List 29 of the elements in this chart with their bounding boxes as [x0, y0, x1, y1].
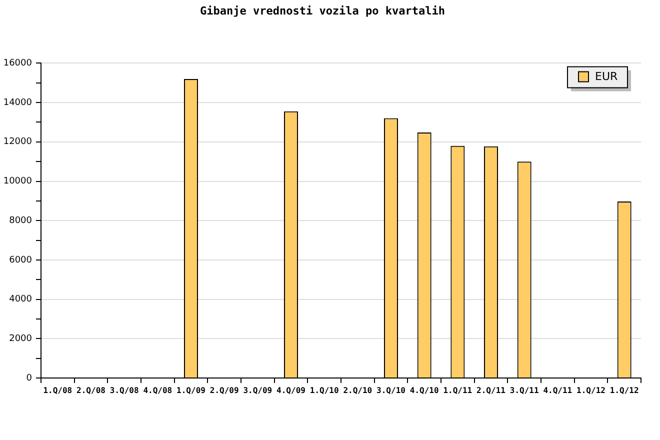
y-tick-label: 0 [26, 373, 32, 384]
x-tick-label: 3.Q/08 [110, 386, 139, 395]
x-tick-label: 4.Q/11 [543, 386, 572, 395]
y-tick-label: 2000 [9, 334, 32, 344]
x-tick-label: 1.Q/10 [310, 386, 339, 395]
legend-label: EUR [595, 70, 618, 84]
x-tick-label: 2.Q/08 [76, 386, 106, 395]
x-tick-label: 1.Q/08 [43, 386, 72, 395]
y-tick-label: 6000 [9, 255, 32, 266]
y-tick-label: 10000 [3, 176, 32, 187]
x-tick-label: 1.Q/12 [576, 386, 606, 395]
y-tick-label: 8000 [9, 216, 32, 226]
x-tick-label: 4.Q/08 [143, 386, 172, 395]
x-tick-label: 4.Q/09 [276, 386, 306, 395]
x-tick-label: 1.Q/12 [610, 386, 639, 395]
y-tick-label: 16000 [3, 58, 32, 69]
x-tick-label: 1.Q/09 [176, 386, 206, 395]
x-tick-label: 2.Q/10 [343, 386, 372, 395]
x-tick-label: 3.Q/09 [243, 386, 272, 395]
x-tick-label: 2.Q/11 [476, 386, 506, 395]
x-tick-label: 4.Q/10 [410, 386, 439, 395]
x-tick-label: 3.Q/10 [376, 386, 406, 395]
y-tick-label: 14000 [3, 98, 32, 108]
x-tick-label: 1.Q/11 [443, 386, 472, 395]
chart-title: Gibanje vrednosti vozila po kvartalih [200, 4, 446, 18]
y-tick-label: 4000 [9, 294, 32, 305]
y-tick-label: 12000 [3, 137, 32, 148]
x-tick-label: 2.Q/09 [210, 386, 239, 395]
x-tick-label: 3.Q/11 [510, 386, 539, 395]
